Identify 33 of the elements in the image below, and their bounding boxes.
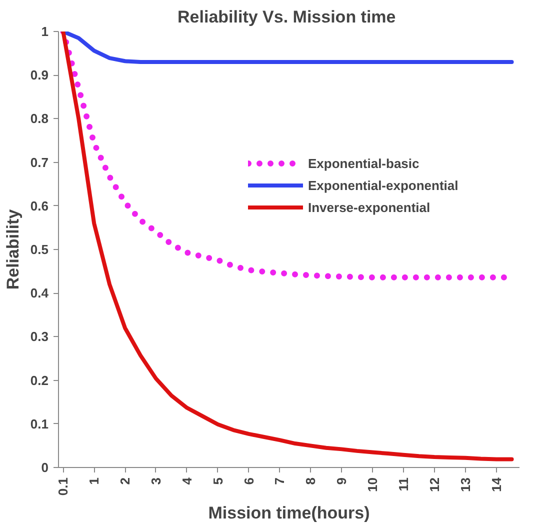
- y-tick-label: 0.8: [30, 111, 49, 126]
- x-tick-label: 1: [86, 477, 102, 485]
- x-tick-label: 3: [148, 477, 164, 485]
- x-tick-label: 14: [488, 476, 504, 492]
- x-tick-label: 7: [272, 477, 288, 485]
- legend-label: Inverse-exponential: [308, 200, 430, 214]
- x-tick-label: 9: [334, 477, 350, 485]
- x-tick-label: 4: [179, 476, 194, 485]
- x-tick-label: 2: [118, 477, 133, 485]
- legend-label: Exponential-basic: [308, 156, 420, 170]
- y-tick-label: 0.4: [30, 286, 50, 301]
- x-tick-label: 0.1: [56, 477, 71, 496]
- x-axis-title: Mission time(hours): [208, 504, 370, 523]
- legend-label: Exponential-exponential: [308, 178, 458, 192]
- x-tick-label: 6: [241, 477, 256, 485]
- y-tick-label: 0.6: [30, 198, 49, 214]
- y-tick-label: 1: [41, 24, 49, 39]
- chart-title: Reliability Vs. Mission time: [178, 8, 396, 26]
- x-tick-label: 11: [396, 477, 411, 492]
- y-tick-label: 0.9: [30, 68, 49, 83]
- y-tick-label: 0.5: [30, 242, 49, 257]
- x-tick-label: 8: [303, 477, 318, 485]
- y-tick-label: 0.3: [30, 329, 49, 344]
- x-tick-label: 10: [365, 477, 380, 492]
- y-tick-label: 0.2: [30, 372, 49, 388]
- x-tick-label: 5: [210, 477, 226, 485]
- x-tick-label: 13: [458, 477, 473, 492]
- y-tick-label: 0.7: [30, 154, 49, 170]
- y-tick-label: 0: [41, 460, 49, 475]
- x-tick-label: 12: [426, 477, 442, 492]
- line-series: [61, 32, 514, 462]
- y-axis-title: Reliability: [3, 208, 22, 290]
- y-tick-label: 0.1: [30, 416, 49, 432]
